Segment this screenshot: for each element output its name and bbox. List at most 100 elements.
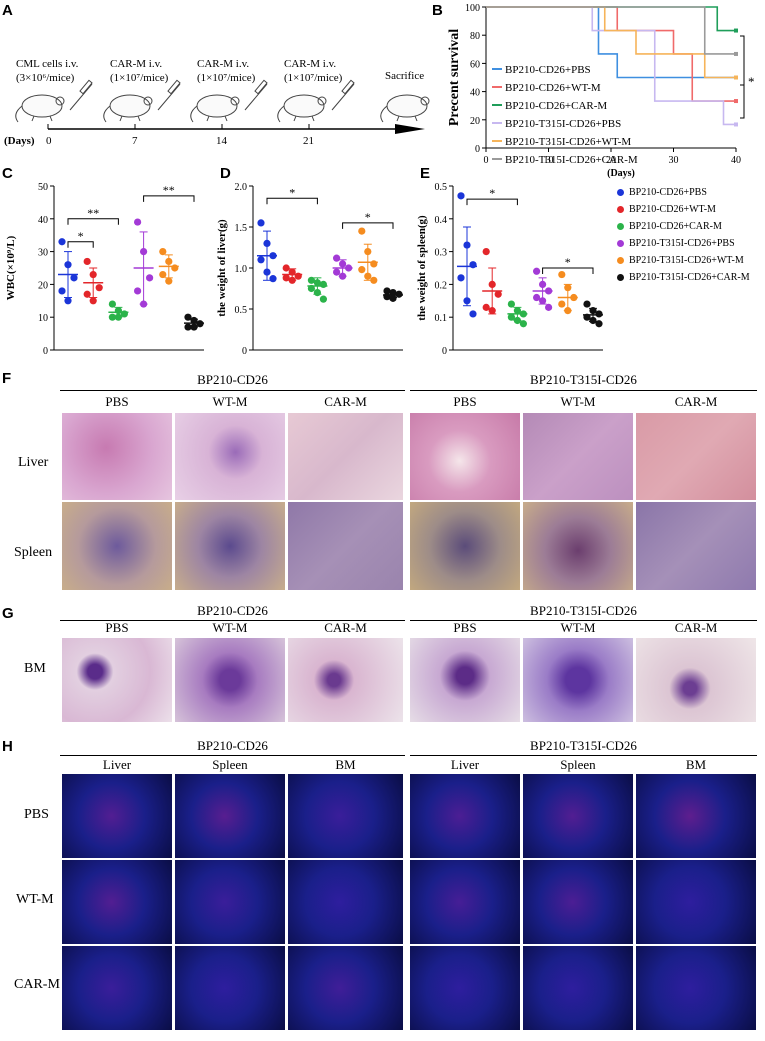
data-point [457, 192, 465, 200]
h-col-spleen-2: Spleen [560, 757, 596, 772]
data-point [184, 313, 192, 321]
step-4-title: Sacrifice [385, 70, 425, 82]
data-point [319, 295, 327, 303]
day-21: 21 [303, 135, 314, 147]
data-point [171, 264, 179, 272]
step-3-title: CAR-M i.v. [284, 58, 337, 70]
timeline-arrowhead [395, 124, 425, 134]
survival-line [486, 6, 736, 126]
data-point [146, 274, 154, 282]
bm-pbs-image-2 [410, 638, 520, 722]
survival-chart: 0 20 40 60 80 100 0 10 20 30 40 (Days) Precent survi… [447, 3, 755, 179]
legend-label: BP210-CD26+PBS [505, 64, 591, 76]
data-point [370, 260, 378, 268]
data-point [469, 310, 477, 318]
survival-endpoint [734, 75, 738, 80]
legend-dot [617, 189, 624, 196]
data-point [583, 313, 591, 321]
data-point [58, 238, 66, 246]
significance-bracket [740, 35, 745, 119]
y-tick-label: 0 [442, 346, 447, 357]
data-point [482, 303, 490, 311]
significance-bracket [466, 198, 518, 206]
data-point [519, 310, 527, 318]
significance-star: * [289, 185, 295, 199]
data-point [558, 270, 566, 279]
spleen-weight-chart: 0 0.1 0.2 0.3 0.4 0.5 the weight of spleen(g) *… [416, 182, 603, 357]
y-tick-label: 0.1 [435, 313, 448, 324]
data-point [389, 294, 397, 302]
data-point [134, 287, 142, 295]
data-point [184, 323, 192, 331]
syringe-icon [244, 79, 268, 111]
legend-label: BP210-T315I-CD26+PBS [505, 118, 621, 130]
row-bm: BM [24, 661, 46, 676]
data-point [165, 257, 173, 266]
panel-label-f: F [2, 370, 12, 387]
legend-dot [617, 223, 624, 230]
legend-row: BP210-CD26+PBS [617, 184, 765, 201]
step-3-dose: (1×10⁷/mice) [284, 72, 343, 84]
significance-star: * [565, 255, 571, 269]
data-point [134, 218, 142, 226]
data-point [319, 280, 327, 288]
y-tick-label: 10 [38, 313, 48, 324]
data-point [589, 307, 597, 315]
spleen-wtm-image-2 [523, 502, 633, 590]
y-tick-label: 0.5 [435, 182, 448, 193]
if-image [410, 774, 520, 858]
data-point [190, 323, 198, 331]
data-point [457, 274, 465, 282]
panel-label-h: H [2, 738, 13, 755]
data-point [545, 287, 553, 295]
y-axis-label: the weight of spleen(g) [416, 215, 428, 321]
h-col-bm-2: BM [685, 757, 707, 772]
legend-row: BP210-CD26+WT-M [617, 201, 765, 218]
y-tick-label: 100 [465, 3, 480, 14]
if-image [288, 774, 403, 858]
data-point [313, 289, 321, 297]
data-point [570, 293, 578, 302]
data-point [589, 316, 597, 325]
data-point [313, 279, 321, 287]
y-tick-label: 80 [470, 31, 480, 42]
data-point [519, 320, 527, 328]
data-point [513, 316, 521, 325]
g-col-wtm-2: WT-M [560, 620, 596, 635]
legend-label: BP210-T315I-CD26+PBS [629, 238, 735, 249]
if-image [523, 860, 633, 944]
data-point [307, 276, 315, 284]
col-pbs: PBS [105, 394, 129, 409]
legend-dot [617, 240, 624, 247]
significance-star: ** [163, 183, 175, 197]
data-point [140, 248, 148, 256]
legend-row: BP210-T315I-CD26+PBS [617, 235, 765, 252]
y-tick-label: 30 [38, 248, 48, 259]
data-point [370, 276, 378, 284]
data-point [159, 248, 167, 256]
spleen-pbs-image-2 [410, 502, 520, 590]
data-point [383, 287, 391, 295]
significance-bracket [342, 222, 394, 229]
data-point [333, 254, 341, 262]
data-point [558, 300, 566, 308]
data-point [533, 293, 541, 302]
data-point [583, 300, 591, 308]
if-image [175, 946, 285, 1030]
data-point [108, 313, 116, 321]
spleen-carm-image-2 [636, 502, 756, 590]
panel-label-d: D [220, 165, 231, 182]
liver-weight-chart: 0 0.5 1.0 1.5 2.0 the weight of liver(g) * * [216, 182, 403, 357]
y-tick-label: 1.5 [235, 223, 248, 234]
data-point [564, 284, 572, 292]
data-point [114, 313, 122, 321]
spleen-wtm-image [175, 502, 285, 590]
step-2-title: CAR-M i.v. [197, 58, 250, 70]
data-point [383, 293, 391, 301]
data-point [507, 313, 515, 321]
group-header-2: BP210-T315I-CD26 [530, 372, 637, 387]
y-tick-label: 40 [470, 88, 480, 99]
legend-label: BP210-T315I-CD26+WT-M [629, 255, 744, 266]
bm-wtm-image-2 [523, 638, 633, 722]
legend-label: BP210-CD26+WT-M [505, 82, 601, 94]
